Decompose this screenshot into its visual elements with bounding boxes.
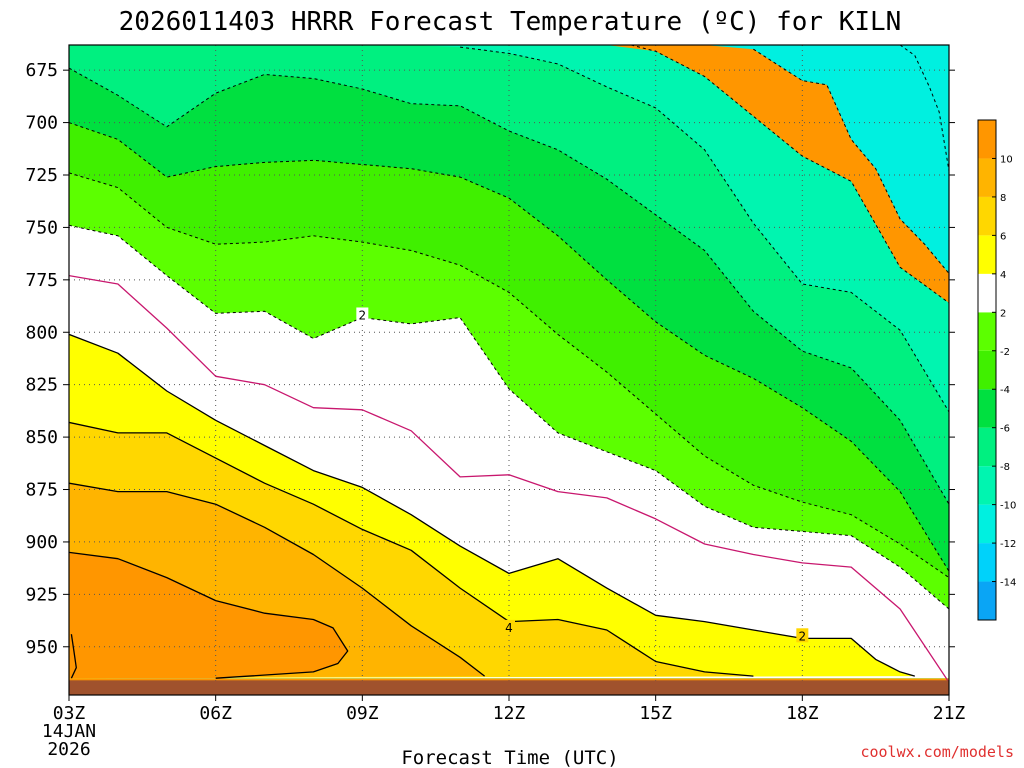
contour-6-0 [69, 551, 349, 679]
contour-4-3 [69, 421, 754, 677]
contour-m14-12 [753, 48, 949, 274]
colorbar-swatch [978, 120, 996, 159]
contour-label: 2 [799, 629, 807, 643]
colorbar-label: -2 [1000, 347, 1010, 358]
x-tick-label: 12Z [493, 703, 526, 724]
source-credit: coolwx.com/models [860, 743, 1014, 761]
colorbar-label: -12 [1000, 539, 1016, 550]
contour-6-1 [70, 634, 77, 679]
colorbar-label: -8 [1000, 462, 1010, 473]
contour-4-2 [69, 482, 485, 677]
colorbar-swatch [978, 466, 996, 505]
colorbar-swatch [978, 273, 996, 313]
y-tick-label: 800 [25, 322, 58, 343]
chart-title: 2026011403 HRRR Forecast Temperature (ºC… [119, 7, 902, 37]
contour-label-bg [356, 307, 369, 322]
colorbar-swatch [978, 543, 996, 582]
contour-label-bg [503, 619, 515, 634]
colorbar-swatch [978, 235, 996, 274]
contour-m16-13 [899, 45, 949, 171]
x-tick-label: 06Z [199, 703, 232, 724]
y-tick-label: 875 [25, 480, 58, 501]
contour-label: 2 [359, 308, 367, 322]
contour-line-layer: 4 2 2 [69, 45, 949, 683]
x-tick-label: 18Z [786, 703, 819, 724]
x-date-label: 2026 [47, 739, 90, 760]
colorbar-label: 6 [1000, 231, 1006, 242]
fill-band-m14 [655, 45, 949, 274]
colorbar-label: 10 [1000, 154, 1013, 165]
colorbar-swatch [978, 504, 996, 544]
y-tick-label: 675 [25, 60, 58, 81]
colorbar-label: -6 [1000, 424, 1010, 435]
contour-m2-6 [69, 224, 949, 610]
colorbar-label: 8 [1000, 193, 1006, 204]
x-tick-label: 15Z [639, 703, 672, 724]
contour-label-bg [796, 628, 809, 643]
colorbar-label: -4 [1000, 385, 1010, 396]
y-tick-label: 850 [25, 427, 58, 448]
fill-band-8 [69, 552, 348, 679]
colorbar-swatch [978, 350, 996, 390]
colorbar-frame [977, 119, 997, 621]
y-axis: 675 700 725 750 775 800 825 850 875 900 925 950 [25, 60, 955, 658]
x-axis-label: Forecast Time (UTC) [401, 747, 618, 768]
x-tick-label: 03Z [53, 703, 86, 724]
y-tick-label: 775 [25, 270, 58, 291]
x-tick-label: 21Z [933, 703, 966, 724]
y-tick-label: 700 [25, 113, 58, 134]
contour-m4-7 [69, 172, 949, 579]
y-tick-label: 925 [25, 584, 58, 605]
contour-m12-11 [631, 45, 949, 304]
x-tick-label: 09Z [346, 703, 379, 724]
colorbar-swatch [978, 158, 996, 197]
colorbar-legend: -14 -12 -10 -8 -6 -4 -2 2 4 6 8 10 [977, 119, 1016, 621]
y-tick-label: 825 [25, 375, 58, 396]
contour-m10-10 [460, 46, 949, 413]
y-tick-label: 950 [25, 637, 58, 658]
colorbar-swatch [978, 312, 996, 351]
colorbar-swatch [978, 389, 996, 428]
contour-label: 4 [505, 621, 513, 635]
y-tick-label: 750 [25, 217, 58, 238]
colorbar-label: 2 [1000, 308, 1006, 319]
contour-0-5 [69, 274, 949, 683]
colorbar-swatch [978, 196, 996, 236]
ground-surface-bar [69, 680, 949, 695]
contour-m6-8 [69, 122, 949, 572]
y-tick-label: 900 [25, 532, 58, 553]
contour-2-4 [69, 333, 915, 677]
colorbar-label: -10 [1000, 501, 1016, 512]
colorbar-label: 4 [1000, 270, 1006, 281]
x-date-label: 14JAN [42, 721, 96, 742]
grid-layer [68, 45, 950, 695]
y-tick-label: 725 [25, 165, 58, 186]
colorbar-swatch [978, 581, 996, 620]
colorbar-swatch [978, 427, 996, 467]
colorbar-label: -14 [1000, 578, 1016, 589]
